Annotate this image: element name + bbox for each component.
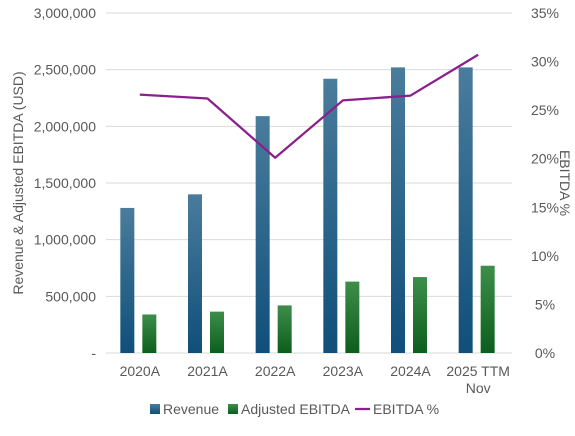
y-axis-title: Revenue & Adjusted EBITDA (USD) xyxy=(10,71,26,294)
y2-tick-label: 10% xyxy=(531,248,559,264)
y2-tick-label: 0% xyxy=(535,345,555,361)
revenue-bar xyxy=(120,208,134,353)
bars xyxy=(120,67,494,353)
y-tick-label: 1,000,000 xyxy=(34,232,96,248)
legend: Revenue Adjusted EBITDA EBITDA % xyxy=(150,401,439,417)
y-tick-label: 500,000 xyxy=(45,288,96,304)
y-tick-label: 2,000,000 xyxy=(34,118,96,134)
y-tick-label: - xyxy=(91,345,96,361)
gridlines xyxy=(106,13,512,353)
y-tick-label: 2,500,000 xyxy=(34,62,96,78)
revenue-bar xyxy=(188,194,202,353)
y2-tick-label: 35% xyxy=(531,5,559,21)
y-tick-label: 3,000,000 xyxy=(34,5,96,21)
ebitda-pct-line xyxy=(140,55,478,158)
y-tick-label: 1,500,000 xyxy=(34,175,96,191)
legend-adjusted-ebitda: Adjusted EBITDA xyxy=(228,401,351,417)
revenue-bar xyxy=(323,79,337,353)
x-tick-label: 2024A xyxy=(390,363,431,379)
y2-tick-label: 15% xyxy=(531,199,559,215)
adjusted-ebitda-bar xyxy=(142,314,156,353)
y2-tick-label: 30% xyxy=(531,54,559,70)
legend-label: Adjusted EBITDA xyxy=(241,401,351,417)
revenue-bar xyxy=(459,67,473,353)
legend-swatch xyxy=(150,404,160,414)
y2-tick-label: 5% xyxy=(535,296,555,312)
legend-label: Revenue xyxy=(163,401,219,417)
adjusted-ebitda-bar xyxy=(210,312,224,353)
adjusted-ebitda-bar xyxy=(278,305,292,353)
x-tick-label: 2022A xyxy=(255,363,296,379)
y2-axis-title: EBITDA % xyxy=(557,150,573,216)
adjusted-ebitda-bar xyxy=(345,282,359,353)
x-tick-label: 2021A xyxy=(187,363,228,379)
y2-tick-label: 20% xyxy=(531,151,559,167)
revenue-bar xyxy=(391,67,405,353)
legend-revenue: Revenue xyxy=(150,401,219,417)
adjusted-ebitda-bar xyxy=(481,266,495,353)
legend-ebitda-pct: EBITDA % xyxy=(355,401,439,417)
x-tick-label: 2020A xyxy=(120,363,161,379)
x-tick-label: 2023A xyxy=(323,363,364,379)
legend-label: EBITDA % xyxy=(373,401,439,417)
adjusted-ebitda-bar xyxy=(413,277,427,353)
y2-tick-label: 25% xyxy=(531,102,559,118)
legend-swatch xyxy=(228,404,238,414)
